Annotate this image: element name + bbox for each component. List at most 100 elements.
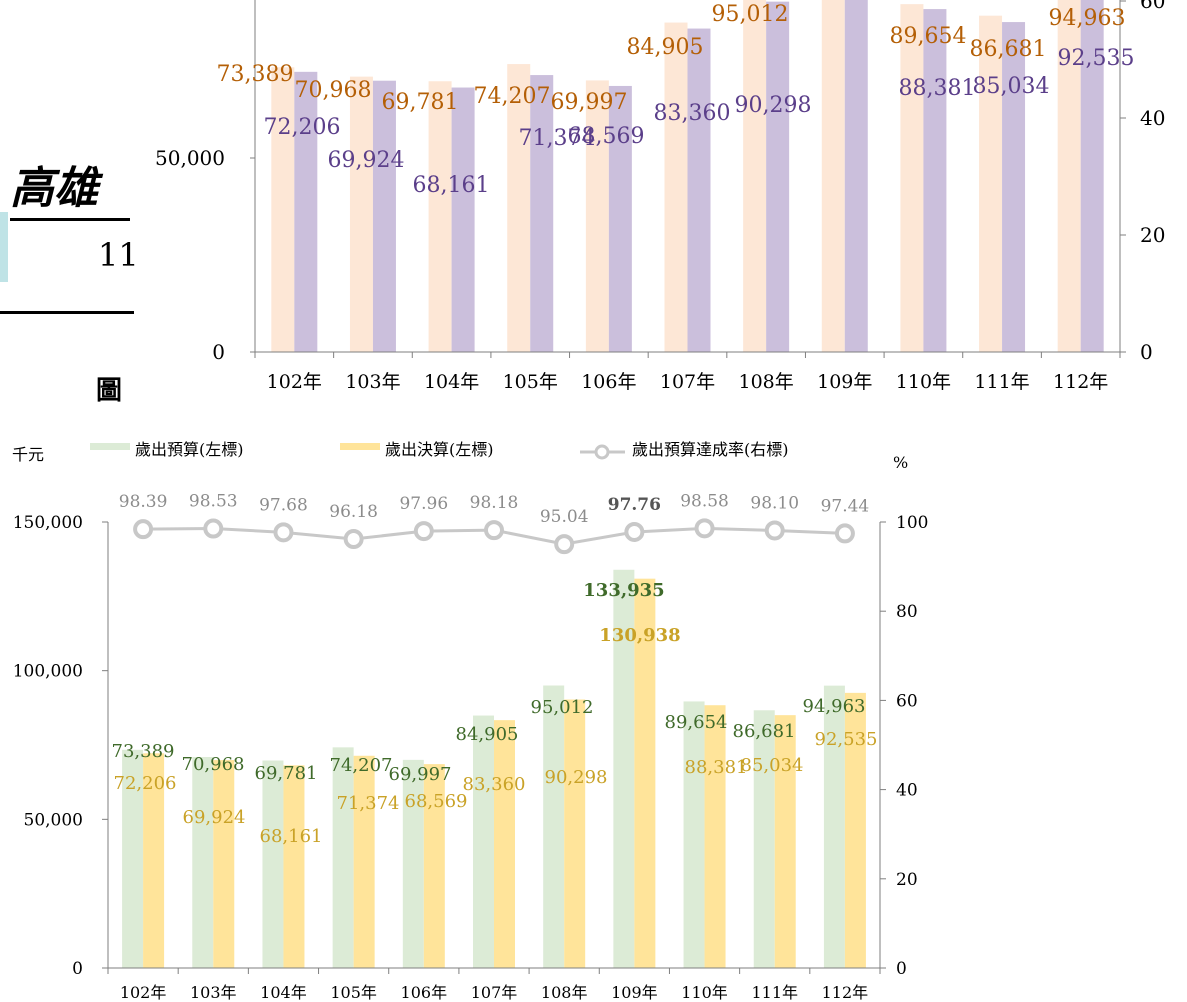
top-final-data-label: 85,034 bbox=[973, 74, 1050, 99]
top-final-data-label: 88,381 bbox=[899, 76, 976, 101]
budget-data-label: 73,389 bbox=[112, 741, 175, 762]
bottom-bar-s2-1 bbox=[213, 760, 235, 968]
rate-marker-5 bbox=[484, 520, 504, 541]
figure-label: 圖 bbox=[96, 376, 123, 406]
bottom-category-label: 112年 bbox=[822, 983, 869, 1002]
final-data-label: 90,298 bbox=[545, 767, 608, 788]
top-bar-s2-3 bbox=[530, 75, 554, 352]
bottom-bar-s2-2 bbox=[283, 765, 305, 968]
bottom-left-tick-label: 50,000 bbox=[24, 810, 83, 830]
final-data-label: 88,381 bbox=[685, 757, 748, 778]
bottom-left-tick-label: 150,000 bbox=[13, 513, 83, 533]
top-final-data-label: 69,924 bbox=[328, 148, 405, 173]
top-bar-s2-9 bbox=[1002, 22, 1026, 352]
top-category-label: 112年 bbox=[1053, 371, 1108, 393]
top-bar-s1-2 bbox=[428, 81, 452, 352]
bottom-bar-s1-6 bbox=[543, 685, 565, 968]
rate-marker-2 bbox=[273, 522, 294, 543]
top-bar-s2-8 bbox=[923, 9, 947, 352]
top-bar-s1-6 bbox=[743, 0, 767, 352]
bottom-bar-s1-9 bbox=[753, 710, 775, 968]
bottom-category-label: 107年 bbox=[471, 983, 518, 1002]
top-right-tick-label: 60 bbox=[1140, 0, 1165, 13]
budget-data-label: 69,997 bbox=[389, 764, 452, 785]
bottom-bar-s2-7 bbox=[634, 578, 656, 968]
top-category-label: 103年 bbox=[345, 371, 400, 393]
rate-data-label: 98.39 bbox=[119, 492, 168, 512]
page-subtitle: 11 bbox=[98, 236, 138, 274]
final-data-label: 68,569 bbox=[405, 791, 468, 812]
rate-marker-4 bbox=[413, 521, 434, 542]
bottom-bar-s2-5 bbox=[494, 720, 515, 968]
top-budget-data-label: 74,207 bbox=[474, 84, 551, 109]
budget-data-label: 86,681 bbox=[733, 721, 796, 742]
bottom-category-label: 105年 bbox=[330, 983, 377, 1002]
top-right-tick-label: 0 bbox=[1140, 340, 1153, 364]
top-category-label: 105年 bbox=[503, 371, 558, 393]
final-data-label: 130,938 bbox=[599, 625, 680, 646]
rate-marker-8 bbox=[694, 518, 715, 539]
top-budget-data-label: 89,654 bbox=[890, 24, 967, 49]
top-bar-s2-6 bbox=[766, 1, 790, 352]
top-bar-s1-10 bbox=[1057, 0, 1081, 352]
bottom-bar-s1-4 bbox=[402, 759, 424, 968]
top-category-label: 111年 bbox=[974, 371, 1029, 393]
top-budget-data-label: 84,905 bbox=[627, 35, 704, 60]
bottom-category-label: 106年 bbox=[401, 983, 448, 1002]
rate-data-label: 98.58 bbox=[680, 491, 729, 511]
bottom-bar-s2-8 bbox=[704, 705, 726, 968]
bottom-left-tick-label: 0 bbox=[72, 959, 83, 979]
bottom-right-tick-label: 100 bbox=[896, 513, 928, 533]
top-budget-data-label: 95,012 bbox=[712, 2, 789, 27]
budget-data-label: 133,935 bbox=[583, 580, 664, 601]
top-bar-s1-1 bbox=[349, 76, 373, 352]
top-bar-s2-1 bbox=[372, 80, 396, 352]
rate-data-label: 98.18 bbox=[470, 493, 519, 513]
bottom-category-label: 111年 bbox=[751, 983, 798, 1002]
rate-data-label: 98.10 bbox=[750, 493, 799, 513]
rate-data-label: 97.76 bbox=[608, 495, 661, 515]
top-budget-data-label: 73,389 bbox=[217, 62, 294, 87]
top-category-label: 104年 bbox=[424, 371, 479, 393]
final-data-label: 68,161 bbox=[260, 826, 323, 847]
bottom-bar-s2-6 bbox=[564, 699, 586, 968]
top-bar-s1-8 bbox=[900, 4, 924, 352]
legend-swatch-final bbox=[340, 443, 380, 450]
top-bar-s2-4 bbox=[608, 85, 632, 353]
top-final-data-label: 68,161 bbox=[413, 173, 490, 198]
bottom-category-label: 102年 bbox=[120, 983, 167, 1002]
bottom-bar-s2-3 bbox=[353, 755, 375, 968]
bottom-right-tick-label: 0 bbox=[896, 959, 907, 979]
bottom-bar-s2-9 bbox=[774, 715, 796, 968]
bottom-right-tick-label: 20 bbox=[896, 870, 918, 890]
bottom-bar-s1-8 bbox=[683, 701, 705, 968]
legend-swatch-rate-marker bbox=[594, 444, 610, 460]
bottom-category-label: 108年 bbox=[541, 983, 588, 1002]
budget-data-label: 94,963 bbox=[803, 696, 866, 717]
top-final-data-label: 90,298 bbox=[735, 93, 812, 118]
bottom-bar-s2-4 bbox=[423, 764, 445, 968]
top-budget-data-label: 69,781 bbox=[382, 90, 459, 115]
rate-marker-7 bbox=[624, 521, 645, 542]
top-left-tick-label: 50,000 bbox=[155, 146, 225, 170]
rate-marker-9 bbox=[764, 520, 785, 541]
bottom-bar-s1-5 bbox=[473, 715, 494, 968]
legend-unit-left: 千元 bbox=[12, 445, 44, 464]
top-right-tick-label: 20 bbox=[1140, 223, 1165, 247]
final-data-label: 85,034 bbox=[741, 755, 804, 776]
legend-label-rate: 歲出預算達成率(右標) bbox=[632, 440, 789, 459]
top-bar-s2-10 bbox=[1080, 0, 1104, 352]
rate-marker-10 bbox=[834, 523, 855, 544]
bottom-bar-s1-0 bbox=[122, 749, 144, 968]
final-data-label: 83,360 bbox=[463, 774, 526, 795]
top-final-data-label: 92,535 bbox=[1058, 46, 1135, 71]
top-bar-s2-2 bbox=[451, 87, 475, 353]
budget-data-label: 74,207 bbox=[330, 755, 393, 776]
decorative-teal-bar bbox=[0, 212, 8, 282]
bottom-category-label: 110年 bbox=[681, 983, 728, 1002]
top-bar-s2-7 bbox=[844, 0, 868, 352]
top-bar-s1-7 bbox=[821, 0, 845, 352]
top-budget-data-label: 69,997 bbox=[551, 90, 628, 115]
bottom-bar-s2-0 bbox=[143, 753, 165, 968]
top-budget-data-label: 70,968 bbox=[295, 78, 372, 103]
